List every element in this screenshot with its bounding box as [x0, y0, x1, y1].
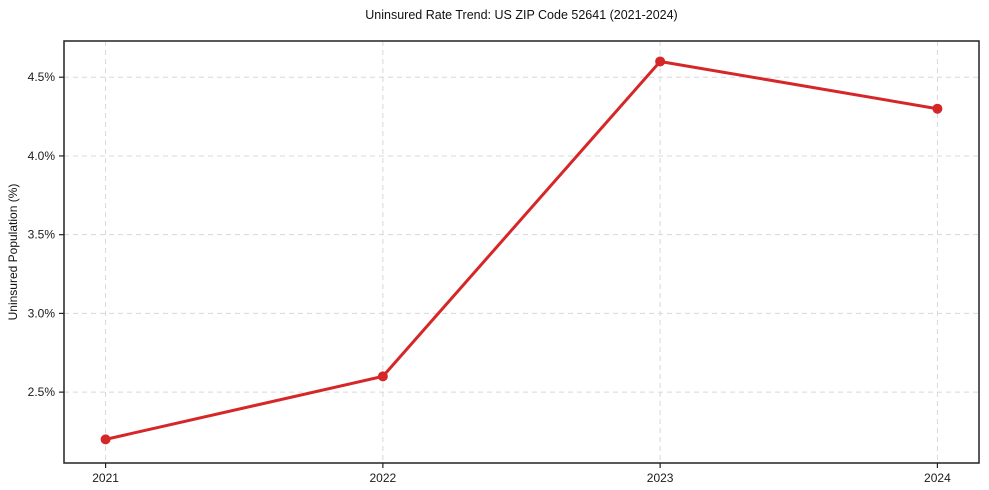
data-point-marker — [377, 371, 388, 382]
x-tick-label: 2024 — [924, 471, 951, 485]
y-tick-label: 4.5% — [28, 70, 56, 84]
data-point-marker — [655, 56, 666, 67]
y-tick-label: 2.5% — [28, 385, 56, 399]
y-tick-label: 4.0% — [28, 149, 56, 163]
chart-title: Uninsured Rate Trend: US ZIP Code 52641 … — [365, 8, 678, 22]
y-tick-label: 3.0% — [28, 306, 56, 320]
y-axis-label: Uninsured Population (%) — [6, 183, 20, 321]
data-point-marker — [100, 434, 111, 445]
x-tick-label: 2023 — [647, 471, 674, 485]
data-point-marker — [932, 103, 943, 114]
x-tick-label: 2022 — [370, 471, 397, 485]
y-tick-label: 3.5% — [28, 228, 56, 242]
trend-line — [104, 59, 939, 441]
x-tick-label: 2021 — [92, 471, 119, 485]
plot-border — [63, 40, 980, 464]
